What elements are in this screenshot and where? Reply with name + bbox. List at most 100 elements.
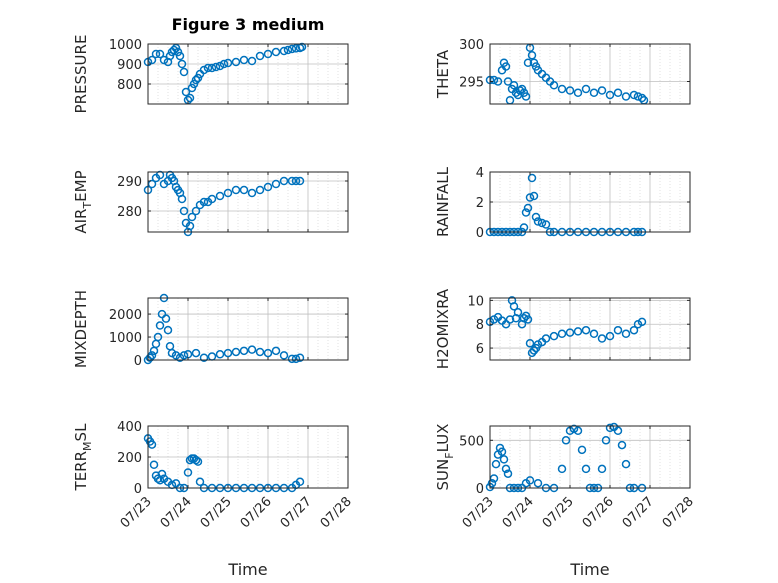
data-point [215, 350, 225, 359]
data-point [185, 455, 195, 465]
y-tick-label: 200 [117, 451, 142, 466]
data-point [199, 353, 209, 362]
data-point [601, 436, 611, 445]
data-point [527, 173, 537, 183]
y-tick-label: 0 [134, 354, 142, 369]
data-point [177, 194, 187, 204]
y-axis-label-main: THETA [434, 49, 452, 99]
data-point [525, 339, 535, 348]
data-point [279, 176, 289, 186]
data-point [629, 90, 639, 100]
data-point [519, 223, 529, 232]
data-point [589, 329, 599, 339]
data-point [177, 59, 187, 69]
y-axis-label: H2OMIXRA [434, 288, 452, 369]
data-point [181, 87, 191, 97]
data-point [155, 321, 165, 330]
data-point [633, 92, 643, 101]
data-point [531, 212, 541, 222]
data-point [549, 81, 559, 90]
subplot-1: 800 900 1000 PRESSURE Figure 3 medium [72, 15, 349, 114]
subplot-2: 295 300 THETA [434, 38, 691, 105]
y-axis-label: TERRMSL [72, 423, 94, 492]
data-point [561, 436, 571, 445]
data-point [499, 455, 509, 464]
y-tick-label: 1000 [109, 38, 142, 53]
y-axis-label-rest: EMP [72, 170, 90, 201]
data-point [239, 346, 249, 356]
data-point [533, 478, 543, 488]
grid [489, 43, 691, 104]
y-tick-label: 2000 [109, 308, 142, 323]
data-point [613, 325, 623, 335]
data-point [523, 203, 533, 213]
y-axis-label: AIRTEMP [72, 170, 94, 233]
data-point [291, 354, 301, 364]
data-point [255, 185, 265, 195]
data-point [247, 188, 257, 198]
y-tick-label: 10 [467, 294, 484, 309]
data-point [165, 51, 175, 61]
data-point [529, 191, 539, 201]
y-tick-label: 295 [459, 76, 484, 91]
data-point [189, 79, 199, 89]
data-point [287, 176, 297, 186]
data-point [565, 86, 575, 95]
data-point [185, 93, 195, 103]
y-axis-label-main: PRESSURE [72, 35, 90, 114]
data-point [219, 59, 229, 69]
data-point [263, 182, 273, 192]
data-point [179, 206, 189, 216]
data-point [497, 447, 507, 457]
data-point [521, 92, 531, 101]
data-point [169, 45, 179, 55]
data-point [573, 426, 583, 436]
y-axis-label-main: TERR [72, 451, 90, 492]
y-tick-label: 0 [476, 226, 484, 241]
data-point [239, 55, 249, 65]
data-point [161, 314, 171, 323]
data-point [529, 346, 539, 355]
data-series [143, 170, 305, 237]
axes-box [147, 171, 349, 233]
x-tick-label: 07/26 [580, 494, 617, 531]
axes-box [147, 297, 349, 361]
data-point [621, 329, 631, 339]
data-series [485, 296, 647, 358]
data-point [223, 188, 233, 198]
data-point [145, 353, 155, 362]
data-point [271, 179, 281, 189]
y-axis-label-main: AIR [72, 209, 90, 234]
axes-box [147, 43, 349, 105]
data-point [487, 478, 497, 488]
data-point [581, 464, 591, 474]
data-point [185, 221, 195, 231]
data-point [541, 334, 551, 343]
data-point [231, 185, 241, 195]
data-point [191, 75, 201, 85]
data-point [247, 345, 257, 354]
subplot-8: 0 500 07/23 07/24 07/25 07/26 07/27 07/28 SUNFLU… [434, 422, 697, 579]
x-axis-label: Time [569, 560, 609, 579]
data-point [491, 459, 501, 469]
data-point [501, 464, 511, 474]
y-tick-label: 6 [476, 342, 484, 357]
data-point [223, 348, 233, 358]
data-point [287, 354, 297, 364]
data-point [149, 460, 159, 469]
data-point [525, 193, 535, 202]
data-point [617, 440, 627, 450]
data-point [187, 212, 197, 222]
y-tick-label: 4 [476, 166, 484, 181]
data-point [523, 58, 533, 67]
data-point [291, 176, 301, 186]
data-point [223, 58, 233, 68]
y-tick-label: 1000 [109, 331, 142, 346]
data-point [287, 44, 297, 54]
data-point [573, 327, 583, 336]
data-point [195, 477, 205, 487]
data-point [271, 346, 281, 356]
data-point [549, 331, 559, 341]
data-point [521, 208, 531, 217]
data-point [541, 220, 551, 229]
